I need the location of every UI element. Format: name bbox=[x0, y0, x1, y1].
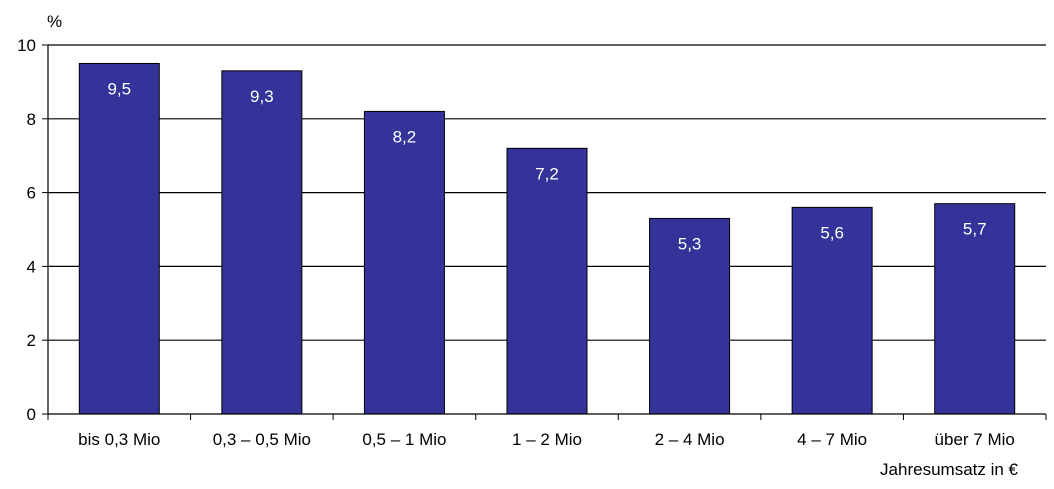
data-label: 5,6 bbox=[820, 223, 844, 242]
x-tick-label: 1 – 2 Mio bbox=[512, 430, 582, 449]
x-tick-label: über 7 Mio bbox=[935, 430, 1015, 449]
y-tick-label: 2 bbox=[27, 331, 36, 350]
bar bbox=[78, 62, 160, 415]
x-axis-label: Jahresumsatz in € bbox=[880, 460, 1018, 479]
y-tick-label: 8 bbox=[27, 110, 36, 129]
data-label: 7,2 bbox=[535, 164, 559, 183]
y-tick-label: 0 bbox=[27, 405, 36, 424]
y-tick-label: 10 bbox=[17, 36, 36, 55]
bar bbox=[934, 203, 1016, 415]
x-tick-label: 0,3 – 0,5 Mio bbox=[213, 430, 311, 449]
data-label: 9,3 bbox=[250, 87, 274, 106]
y-tick-label: 6 bbox=[27, 184, 36, 203]
x-tick-label: 0,5 – 1 Mio bbox=[362, 430, 446, 449]
bar bbox=[506, 147, 588, 415]
data-label: 5,3 bbox=[678, 234, 702, 253]
y-tick-label: 4 bbox=[27, 257, 36, 276]
axes: 0 2 4 6 8 10 bis 0,3 Mio 0,3 – 0,5 Mio 0,5 – 1 M… bbox=[17, 36, 1047, 449]
x-tick-label: 4 – 7 Mio bbox=[797, 430, 867, 449]
data-label: 5,7 bbox=[963, 220, 987, 239]
bars: 9,5 9,3 8,2 7,2 5,3 5,6 5,7 bbox=[78, 62, 1016, 415]
data-label: 9,5 bbox=[107, 79, 131, 98]
bar bbox=[363, 110, 445, 415]
y-axis-label: % bbox=[47, 12, 62, 31]
bar bbox=[221, 70, 303, 415]
bar bbox=[649, 217, 731, 415]
x-tick-label: 2 – 4 Mio bbox=[655, 430, 725, 449]
data-label: 8,2 bbox=[393, 127, 417, 146]
x-tick-label: bis 0,3 Mio bbox=[78, 430, 160, 449]
